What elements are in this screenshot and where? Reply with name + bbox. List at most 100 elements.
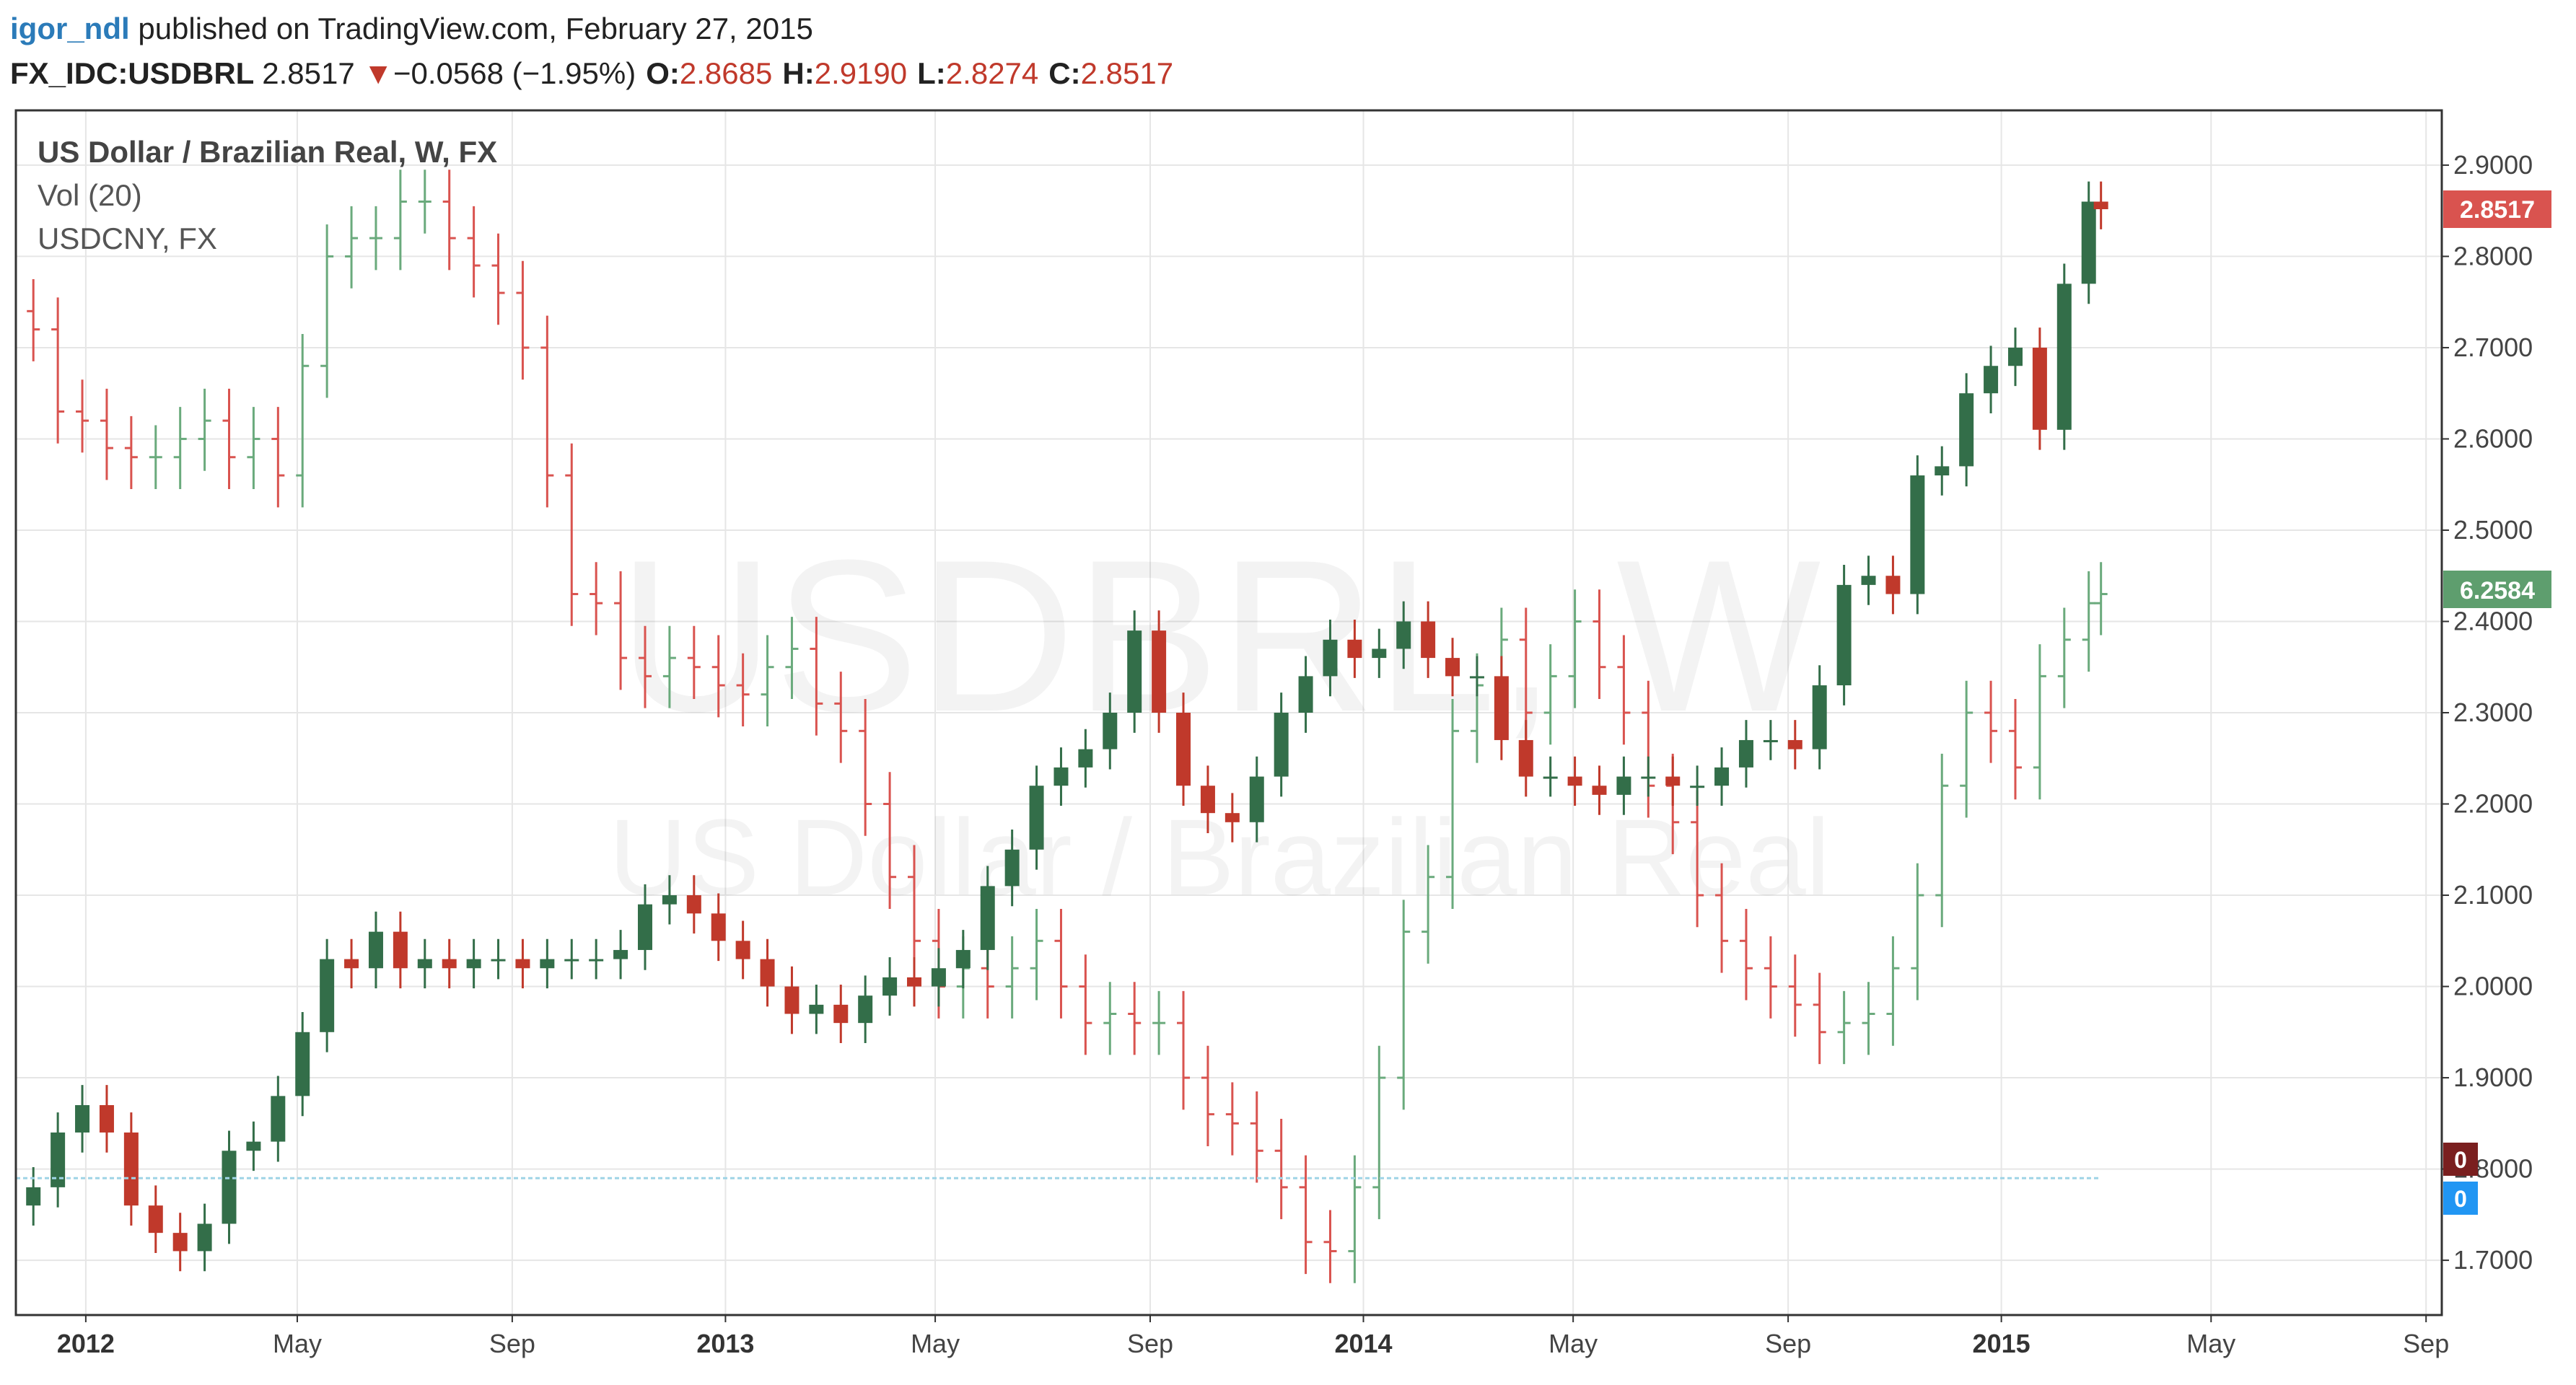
candle-body	[1053, 767, 1069, 786]
usdcny-bar	[1617, 635, 1631, 745]
price-badges: 2.8517 6.2584 0 0	[2443, 190, 2551, 1215]
usdbrl-candle	[320, 938, 335, 1052]
candle-body	[1029, 786, 1044, 850]
candle-body	[784, 986, 799, 1014]
close-value: 2.8517	[1080, 56, 1174, 90]
chart-header: igor_ndl published on TradingView.com, F…	[10, 7, 2562, 101]
usdcny-bar	[1568, 589, 1582, 708]
usdbrl-candle	[295, 1011, 310, 1117]
candle-body	[393, 931, 408, 969]
usdcny-bar	[883, 772, 897, 910]
usdcny-bar	[1543, 644, 1557, 745]
usdcny-bar	[271, 407, 285, 508]
price-tick-label: 2.2000	[2453, 789, 2533, 819]
usdbrl-candle	[1225, 793, 1240, 843]
high-value: 2.9190	[814, 56, 908, 90]
usdbrl-candle	[980, 866, 995, 970]
candle-body	[1984, 366, 1999, 394]
usdcny-bar	[2057, 607, 2071, 708]
usdbrl-candle	[1910, 455, 1925, 615]
usdbrl-candle	[711, 893, 726, 962]
candle-body	[1738, 739, 1753, 768]
usdcny-bar	[1299, 1155, 1313, 1275]
candle-body	[980, 886, 995, 950]
legend-compare[interactable]: USDCNY, FX	[38, 221, 217, 255]
usdcny-bar	[1054, 909, 1068, 1019]
volume-badge-2-text: 0	[2454, 1186, 2467, 1212]
candle-body	[637, 904, 652, 950]
usdbrl-candle	[2056, 263, 2072, 450]
candle-body	[735, 941, 750, 959]
legend-volume[interactable]: Vol (20)	[38, 178, 142, 212]
usdcny-bar	[222, 388, 236, 490]
candle-body	[589, 959, 604, 962]
author-link[interactable]: igor_ndl	[10, 12, 130, 45]
candle-body	[1861, 576, 1876, 585]
usdbrl-candle	[442, 938, 457, 989]
usdcny-bar	[908, 845, 921, 973]
last-price: 2.8517	[262, 56, 355, 90]
legend: US Dollar / Brazilian Real, W, FX Vol (2…	[38, 135, 497, 255]
usdcny-bar	[369, 206, 382, 271]
usdbrl-candle	[1421, 601, 1436, 678]
price-tick-label: 1.9000	[2453, 1063, 2533, 1092]
usdbrl-candle	[271, 1076, 286, 1162]
usdcny-bar	[1030, 909, 1043, 1001]
legend-main-series[interactable]: US Dollar / Brazilian Real, W, FX	[38, 135, 497, 169]
usdcny-bar	[1397, 900, 1411, 1110]
symbol-name[interactable]: FX_IDC:USDBRL	[10, 56, 254, 90]
time-tick-label: 2015	[1973, 1329, 2030, 1358]
price-axis[interactable]: 2.9000 2.8000 2.7000 2.6000 2.5000 2.4000 2.30…	[2442, 150, 2533, 1275]
usdcny-bar	[638, 625, 652, 708]
candle-body	[1763, 739, 1778, 742]
candle-body	[99, 1105, 114, 1133]
usdcny-bar	[565, 443, 579, 626]
candle-body	[1004, 849, 1020, 887]
usdbrl-candle	[1787, 720, 1802, 770]
candle-body	[1616, 776, 1631, 795]
usdcny-bar	[1152, 990, 1166, 1055]
usdbrl-candle	[491, 938, 506, 980]
candle-body	[1445, 658, 1460, 677]
candle-body	[2032, 347, 2047, 430]
usdbrl-candle	[955, 930, 971, 989]
usdcny-bar	[442, 170, 456, 271]
candle-body	[75, 1105, 90, 1133]
usdcny-bar	[516, 260, 530, 380]
usdcny-bar	[2094, 562, 2108, 636]
candle-body	[1396, 621, 1411, 649]
usdcny-bar	[761, 635, 774, 726]
time-tick-label: Sep	[2403, 1329, 2449, 1358]
time-axis[interactable]: 2012 May Sep 2013 May Sep 2014 May Sep 2015 May Sep	[57, 1315, 2449, 1358]
usdbrl-candle	[1763, 720, 1778, 760]
usdcny-bar	[1421, 845, 1435, 964]
usdcny-bar	[76, 379, 89, 453]
usdbrl-series	[26, 181, 2108, 1272]
usdbrl-candle	[393, 911, 408, 989]
time-tick-label: May	[273, 1329, 322, 1358]
candle-body	[1518, 739, 1533, 777]
publish-line: igor_ndl published on TradingView.com, F…	[10, 12, 813, 46]
price-tick-label: 2.6000	[2453, 423, 2533, 453]
candle-body	[564, 959, 579, 962]
usdbrl-candle	[833, 985, 849, 1043]
usdbrl-candle	[1935, 446, 1950, 496]
usdcny-bar	[540, 315, 554, 508]
usdcny-bar	[834, 672, 848, 763]
candle-body	[442, 959, 457, 969]
candle-body	[515, 959, 530, 969]
usdcny-bar	[1960, 680, 1973, 818]
usdcny-bar	[1005, 936, 1019, 1019]
open-value: 2.8685	[679, 56, 773, 90]
usdbrl-price-badge-text: 2.8517	[2460, 196, 2535, 224]
candle-body	[1078, 749, 1093, 768]
usdcny-bar	[1103, 982, 1117, 1055]
usdbrl-candle	[1372, 628, 1387, 678]
usdcny-bar	[1837, 990, 1851, 1065]
usdbrl-price-badge	[2443, 190, 2551, 229]
price-tick-label: 2.7000	[2453, 333, 2533, 362]
time-tick-label: Sep	[489, 1329, 535, 1358]
usdbrl-candle	[197, 1203, 212, 1272]
watermark-symbol: USDBRL, W	[618, 514, 1823, 757]
